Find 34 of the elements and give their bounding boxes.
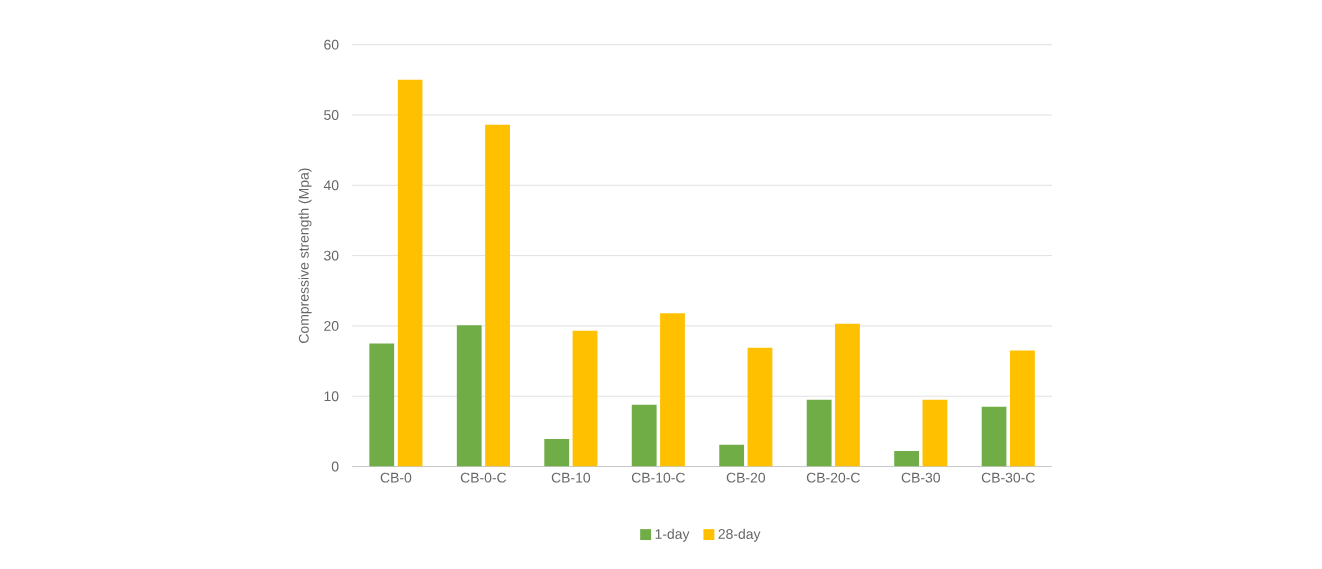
y-tick-label: 50	[324, 110, 339, 121]
x-tick-label: CB-30	[901, 472, 941, 483]
y-tick-label: 60	[324, 39, 339, 50]
x-tick-label: CB-30-C	[981, 472, 1035, 483]
x-tick-label: CB-20-C	[806, 472, 860, 483]
bar	[922, 399, 948, 467]
y-tick-label: 0	[331, 461, 339, 472]
x-tick-label: CB-0	[380, 472, 412, 483]
bar	[456, 325, 482, 467]
bar	[806, 399, 832, 467]
bar	[981, 406, 1007, 467]
bar	[397, 79, 423, 467]
y-tick-label: 20	[324, 321, 339, 331]
bar	[894, 451, 920, 467]
bar	[1010, 350, 1035, 467]
y-tick-label: 30	[324, 250, 339, 261]
bar	[660, 313, 685, 467]
bar	[572, 330, 598, 467]
x-tick-label: CB-20	[726, 472, 766, 483]
legend-label: 28-day	[718, 528, 761, 542]
x-tick-label: CB-0-C	[460, 472, 507, 483]
y-tick-label: 40	[323, 180, 339, 191]
bar	[485, 124, 510, 467]
bar	[631, 404, 657, 467]
bar	[719, 444, 745, 467]
bar	[369, 343, 395, 467]
x-tick-label: CB-10-C	[631, 472, 685, 483]
bar	[544, 439, 570, 467]
y-tick-label: 10	[324, 391, 339, 402]
bar	[835, 323, 860, 467]
x-tick-label: CB-10	[551, 472, 591, 483]
y-axis-title: Compressive strength (Mpa)	[298, 168, 312, 344]
bar	[747, 347, 773, 467]
legend-label: 1-day	[655, 528, 690, 542]
